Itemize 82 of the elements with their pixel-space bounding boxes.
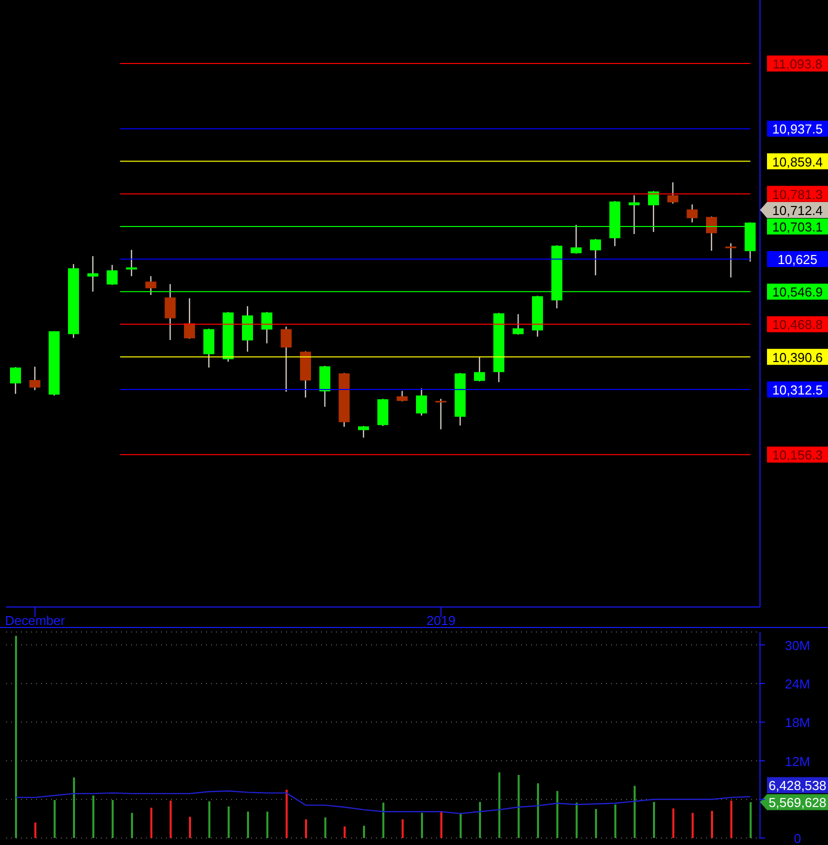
- candlestick: [686, 204, 698, 223]
- candlestick: [261, 311, 272, 344]
- text: 10,712.4: [772, 202, 823, 218]
- x-tick-label: 2019: [426, 613, 456, 628]
- bar: [653, 802, 655, 838]
- bar: [266, 812, 268, 838]
- bar: [711, 810, 713, 838]
- y-tick-label: 30M: [784, 638, 810, 653]
- y-tick-label: 10,390.6: [772, 350, 823, 365]
- bar: [498, 772, 500, 838]
- y-tick-label: 10,703.1: [772, 219, 823, 234]
- candlestick: [667, 182, 678, 204]
- y-tick-label: 10,937.5: [772, 122, 823, 137]
- y-tick-label: 11,093.8: [772, 56, 822, 72]
- candlestick: [725, 242, 736, 278]
- bar: [576, 802, 578, 838]
- bar: [614, 804, 616, 838]
- y-tick-label: 10,156.3: [772, 448, 823, 463]
- bar: [150, 808, 152, 838]
- candlestick: [10, 366, 21, 394]
- bar: [750, 802, 752, 838]
- candlestick: [590, 238, 601, 276]
- text: 6,428,538: [768, 778, 826, 794]
- y-tick-label: 10,312.5: [772, 382, 823, 398]
- bar: [92, 796, 94, 838]
- candlestick: [280, 326, 292, 392]
- bar: [73, 777, 75, 838]
- bar: [440, 810, 442, 838]
- y-tick-label: 10,625: [778, 252, 818, 268]
- x-tick-label: December: [5, 613, 66, 628]
- candlestick: [706, 216, 717, 252]
- bar: [189, 816, 191, 838]
- text: 5,569,628: [768, 795, 826, 810]
- bar: [634, 786, 636, 838]
- candlestick: [145, 276, 156, 296]
- bar: [382, 802, 384, 838]
- bar: [54, 800, 56, 838]
- bar: [324, 817, 326, 838]
- candlestick: [106, 264, 118, 286]
- y-tick-label: 12M: [784, 754, 810, 769]
- bar: [692, 812, 694, 838]
- candlestick: [512, 314, 524, 336]
- bar: [34, 822, 36, 838]
- y-tick-label: 0: [794, 831, 802, 845]
- bar: [170, 800, 172, 838]
- bar: [363, 826, 365, 838]
- line-series: [15, 790, 751, 814]
- candlestick: [87, 256, 98, 292]
- bar: [402, 819, 404, 838]
- candlestick: [435, 398, 446, 430]
- y-tick-label: 18M: [784, 715, 810, 730]
- candlestick: [358, 425, 369, 438]
- bar: [672, 808, 674, 838]
- bar: [460, 812, 462, 838]
- bar: [247, 812, 249, 838]
- bar: [305, 819, 307, 838]
- y-tick-label: 10,859.4: [772, 154, 823, 170]
- bar: [421, 812, 423, 838]
- candlestick: [396, 390, 408, 402]
- bar: [730, 800, 732, 838]
- bar: [518, 774, 520, 838]
- candlestick: [416, 388, 427, 416]
- bar: [595, 809, 597, 838]
- bar: [286, 790, 288, 838]
- bar: [479, 802, 481, 838]
- bar: [537, 783, 539, 838]
- bar: [15, 636, 17, 838]
- candlestick: [164, 284, 176, 341]
- candlestick: [126, 249, 137, 277]
- bar: [228, 806, 230, 838]
- y-tick-label: 10,468.8: [772, 317, 823, 332]
- bar: [131, 812, 133, 838]
- y-tick-label: 24M: [784, 676, 810, 692]
- candlestick: [184, 298, 195, 340]
- bar: [112, 800, 114, 838]
- y-tick-label: 10,781.3: [772, 186, 823, 202]
- y-tick-label: 10,546.9: [772, 284, 823, 300]
- bar: [208, 801, 210, 838]
- bar: [344, 826, 346, 838]
- candlestick: [474, 356, 485, 382]
- bar: [556, 791, 558, 838]
- candlestick: [29, 366, 40, 391]
